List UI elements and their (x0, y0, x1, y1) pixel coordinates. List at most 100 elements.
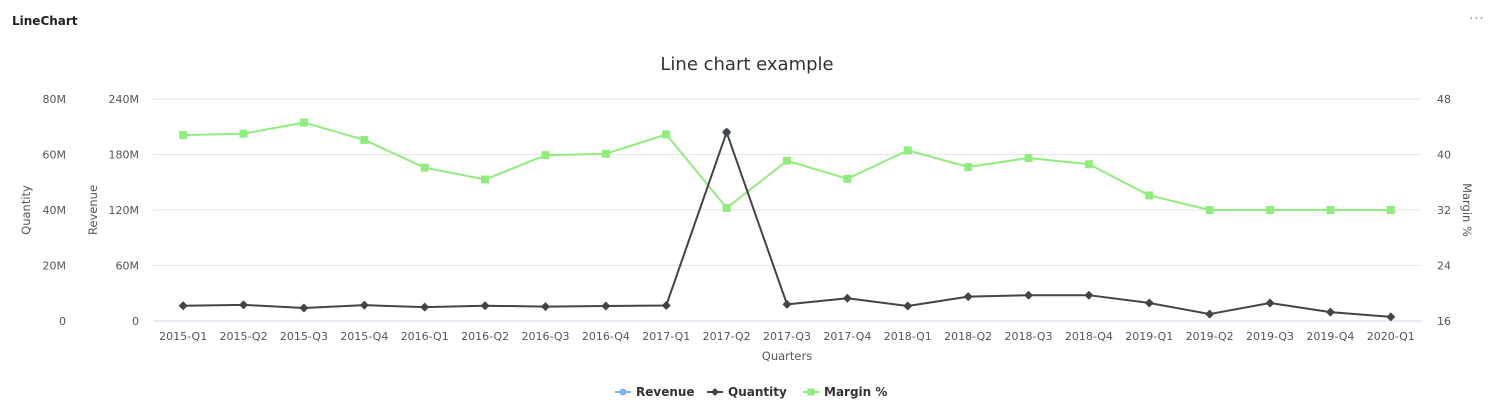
x-tick-label: 2018-Q4 (1065, 330, 1113, 343)
quantity-axis-title: Quantity (19, 185, 33, 235)
x-tick-label: 2020-Q1 (1367, 330, 1415, 343)
x-tick-label: 2015-Q4 (340, 330, 388, 343)
legend-label: Revenue (636, 385, 695, 399)
quantity-point[interactable] (661, 300, 671, 310)
quantity-point[interactable] (842, 293, 852, 303)
margin-point[interactable] (843, 174, 852, 183)
margin-point[interactable] (722, 203, 731, 212)
legend-label: Quantity (728, 385, 787, 399)
legend-item-margin[interactable]: Margin % (803, 385, 887, 399)
revenue-tick-label: 240M (109, 93, 140, 106)
quantity-tick-label: 0 (59, 315, 66, 328)
margin-point[interactable] (1024, 153, 1033, 162)
margin-point[interactable] (1084, 160, 1093, 169)
more-options-icon[interactable]: ··· (1469, 12, 1485, 27)
quantity-point[interactable] (1205, 309, 1215, 319)
x-tick-label: 2019-Q1 (1125, 330, 1173, 343)
margin-point[interactable] (179, 131, 188, 140)
x-tick-label: 2018-Q2 (944, 330, 992, 343)
x-tick-label: 2017-Q2 (703, 330, 751, 343)
x-tick-label: 2016-Q3 (521, 330, 569, 343)
quantity-point[interactable] (420, 302, 430, 312)
x-tick-label: 2017-Q3 (763, 330, 811, 343)
quantity-tick-label: 40M (43, 204, 67, 217)
quantity-point[interactable] (601, 301, 611, 311)
x-tick-label: 2018-Q1 (884, 330, 932, 343)
margin-tick-label: 32 (1437, 204, 1451, 217)
margin-tick-label: 24 (1437, 260, 1451, 273)
margin-point[interactable] (1266, 206, 1275, 214)
quantity-point[interactable] (1325, 307, 1335, 317)
x-tick-label: 2019-Q4 (1306, 330, 1354, 343)
x-tick-label: 2017-Q4 (823, 330, 871, 343)
revenue-tick-label: 0 (132, 315, 139, 328)
revenue-axis-title: Revenue (86, 185, 100, 235)
quantity-point[interactable] (1144, 298, 1154, 308)
x-tick-label: 2016-Q2 (461, 330, 509, 343)
margin-point[interactable] (601, 149, 610, 158)
x-tick-label: 2017-Q1 (642, 330, 690, 343)
margin-tick-label: 16 (1437, 315, 1451, 328)
quantity-point[interactable] (239, 300, 249, 310)
quantity-point[interactable] (480, 301, 490, 311)
margin-point[interactable] (783, 156, 791, 165)
legend: Revenue Quantity Margin % (615, 385, 887, 399)
margin-point[interactable] (1386, 206, 1395, 214)
quantity-tick-label: 20M (43, 260, 67, 273)
margin-point[interactable] (1205, 206, 1214, 214)
revenue-tick-label: 180M (109, 149, 140, 162)
quantity-point[interactable] (359, 300, 369, 310)
legend-label: Margin % (824, 385, 887, 399)
quantity-point[interactable] (540, 302, 550, 312)
quantity-point[interactable] (1084, 290, 1094, 300)
series-layer (178, 118, 1396, 322)
margin-series (179, 118, 1395, 214)
x-tick-label: 2019-Q3 (1246, 330, 1294, 343)
margin-point[interactable] (541, 151, 550, 160)
quantity-tick-label: 60M (43, 149, 67, 162)
chart-title: Line chart example (660, 54, 833, 75)
margin-line (183, 121, 1391, 211)
revenue-tick-label: 120M (109, 204, 140, 217)
margin-point[interactable] (420, 163, 429, 172)
quantity-point[interactable] (722, 127, 732, 137)
quantity-point[interactable] (1024, 290, 1034, 300)
legend-item-quantity[interactable]: Quantity (707, 385, 787, 399)
legend-item-revenue[interactable]: Revenue (615, 385, 695, 399)
axis-layer: 0 20M 40M 60M 80M 0 60M 120M 180M 240M 16 24 32 40 48 2… (43, 93, 1452, 343)
x-tick-label: 2015-Q1 (159, 330, 207, 343)
revenue-tick-label: 60M (116, 260, 140, 273)
x-tick-label: 2015-Q2 (220, 330, 268, 343)
legend-marker[interactable] (711, 388, 719, 396)
quantity-point[interactable] (782, 299, 792, 309)
x-axis-title: Quarters (762, 349, 812, 363)
widget-title: LineChart (12, 14, 78, 28)
margin-tick-label: 48 (1437, 93, 1451, 106)
quantity-point[interactable] (299, 303, 309, 313)
x-tick-label: 2015-Q3 (280, 330, 328, 343)
margin-point[interactable] (662, 130, 671, 139)
margin-point[interactable] (360, 135, 369, 144)
margin-point[interactable] (903, 146, 912, 155)
quantity-series (178, 127, 1396, 322)
margin-point[interactable] (481, 175, 490, 184)
margin-point[interactable] (1145, 191, 1154, 200)
x-tick-label: 2016-Q1 (401, 330, 449, 343)
quantity-point[interactable] (178, 301, 188, 311)
margin-point[interactable] (299, 118, 308, 127)
margin-axis-title: Margin % (1460, 183, 1474, 237)
x-tick-label: 2018-Q3 (1005, 330, 1053, 343)
quantity-point[interactable] (1265, 298, 1275, 308)
margin-tick-label: 40 (1437, 149, 1451, 162)
margin-point[interactable] (964, 162, 973, 171)
legend-marker[interactable] (807, 388, 815, 396)
quantity-point[interactable] (963, 292, 973, 302)
x-tick-label: 2019-Q2 (1186, 330, 1234, 343)
margin-point[interactable] (1326, 206, 1335, 214)
legend-marker[interactable] (619, 388, 627, 396)
quantity-point[interactable] (903, 301, 913, 311)
quantity-point[interactable] (1386, 312, 1396, 322)
x-tick-label: 2016-Q4 (582, 330, 630, 343)
margin-point[interactable] (239, 129, 248, 138)
